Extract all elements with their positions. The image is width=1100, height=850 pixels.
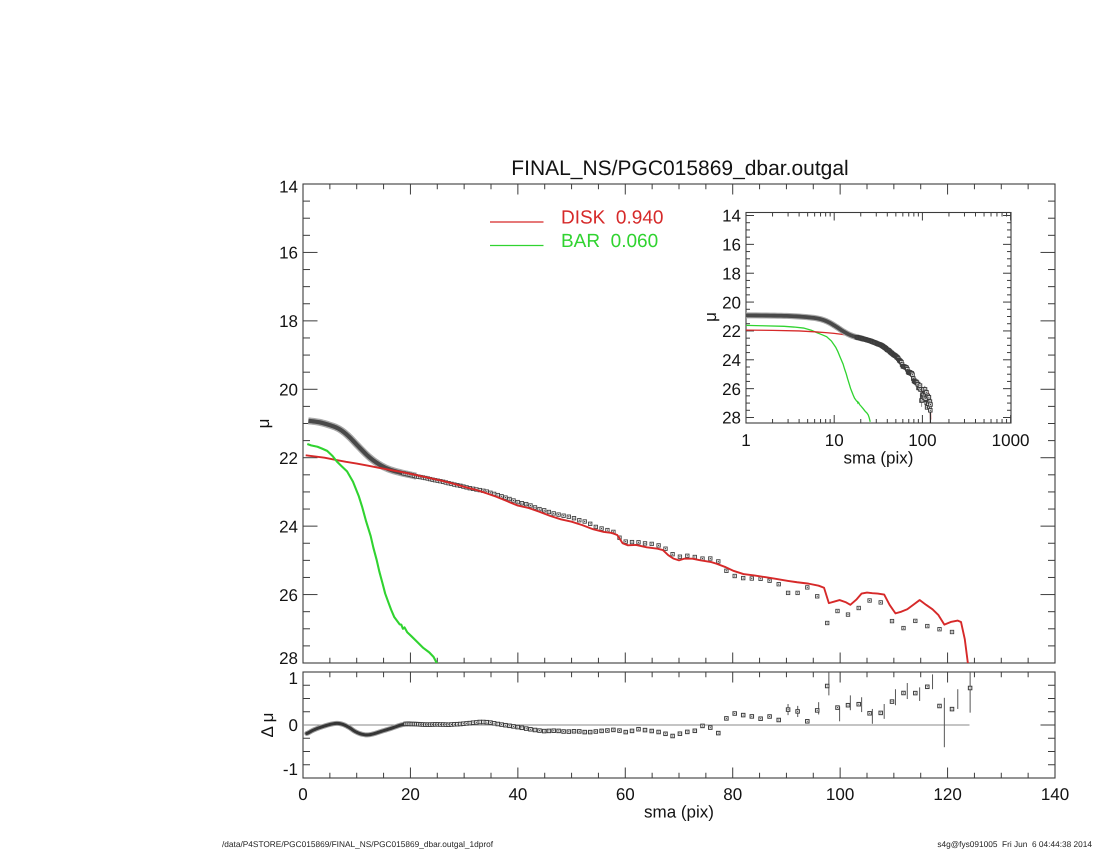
svg-text:100: 100 [908, 431, 936, 450]
svg-text:14: 14 [279, 178, 298, 197]
svg-text:140: 140 [1041, 785, 1069, 804]
svg-text:μ: μ [701, 312, 720, 322]
svg-text:80: 80 [723, 785, 742, 804]
svg-text:28: 28 [722, 409, 741, 428]
svg-text:20: 20 [401, 785, 420, 804]
svg-text:60: 60 [616, 785, 635, 804]
svg-text:1000: 1000 [992, 431, 1030, 450]
svg-text:20: 20 [722, 293, 741, 312]
svg-text:sma (pix): sma (pix) [644, 803, 714, 822]
svg-text:10: 10 [825, 431, 844, 450]
svg-text:26: 26 [279, 586, 298, 605]
svg-text:Δ μ: Δ μ [258, 713, 277, 738]
svg-text:18: 18 [279, 312, 298, 331]
svg-text:1: 1 [289, 669, 298, 688]
svg-text:FINAL_NS/PGC015869_dbar.outgal: FINAL_NS/PGC015869_dbar.outgal [511, 157, 848, 180]
svg-text:16: 16 [722, 236, 741, 255]
svg-text:sma (pix): sma (pix) [844, 449, 914, 468]
svg-text:/data/P4STORE/PGC015869/FINAL_: /data/P4STORE/PGC015869/FINAL_NS/PGC0158… [222, 839, 494, 849]
svg-text:18: 18 [722, 264, 741, 283]
svg-text:22: 22 [722, 322, 741, 341]
svg-text:24: 24 [722, 351, 741, 370]
svg-text:120: 120 [933, 785, 961, 804]
svg-text:s4g@fys091005 Fri Jun 6 04:4: s4g@fys091005 Fri Jun 6 04:44:38 2014 [937, 839, 1092, 849]
svg-text:22: 22 [279, 449, 298, 468]
svg-text:16: 16 [279, 244, 298, 263]
svg-text:26: 26 [722, 380, 741, 399]
svg-text:1: 1 [741, 431, 750, 450]
svg-text:DISK 0.940: DISK 0.940 [561, 208, 663, 229]
svg-text:20: 20 [279, 381, 298, 400]
svg-text:28: 28 [279, 649, 298, 668]
svg-text:BAR 0.060: BAR 0.060 [561, 231, 658, 252]
svg-text:40: 40 [508, 785, 527, 804]
svg-text:14: 14 [722, 207, 741, 226]
svg-text:0: 0 [289, 716, 298, 735]
svg-text:0: 0 [298, 785, 307, 804]
svg-text:μ: μ [254, 419, 273, 429]
svg-text:100: 100 [826, 785, 854, 804]
svg-text:-1: -1 [283, 760, 298, 779]
svg-text:24: 24 [279, 517, 298, 536]
